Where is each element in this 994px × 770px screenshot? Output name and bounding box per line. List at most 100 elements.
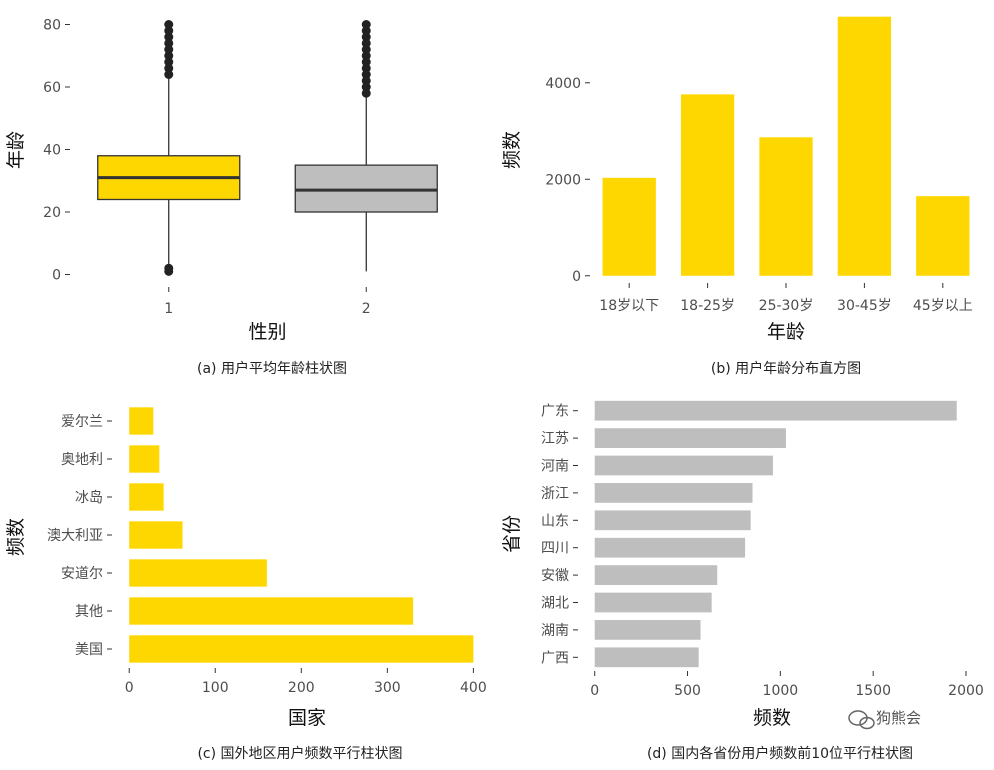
d-bar <box>594 483 753 503</box>
d-yaxis-label: 省份 <box>501 515 523 553</box>
d-category-label: 广西 <box>541 650 569 666</box>
d-xtick-label: 2000 <box>948 683 984 699</box>
b-xtick-label: 30-45岁 <box>837 298 892 314</box>
a-outlier-point <box>164 63 174 73</box>
a-ytick-label: 40 <box>43 143 61 159</box>
c-bar <box>129 597 414 625</box>
b-bar <box>837 16 892 276</box>
d-bar <box>594 400 957 421</box>
c-category-label: 爱尔兰 <box>61 414 103 430</box>
c-bar <box>129 483 164 511</box>
b-xtick-label: 18-25岁 <box>680 298 735 314</box>
d-xtick-label: 1000 <box>763 683 799 699</box>
b-xtick-label: 45岁以上 <box>913 298 973 314</box>
a-outlier-point <box>164 32 174 42</box>
a-outlier-point <box>361 82 371 92</box>
a-ytick-label: 80 <box>43 18 61 34</box>
d-category-label: 湖北 <box>541 596 569 612</box>
d-category-label: 江苏 <box>541 431 569 447</box>
c-category-label: 其他 <box>75 604 103 620</box>
a-outlier-point <box>361 45 371 54</box>
d-bar <box>594 510 751 531</box>
d-category-label: 广东 <box>541 404 569 420</box>
c-bar <box>129 559 267 587</box>
a-outlier-point <box>361 38 371 48</box>
d-category-label: 四川 <box>541 541 569 557</box>
b-bar <box>759 137 813 276</box>
c-xtick-label: 300 <box>374 680 401 696</box>
a-xaxis-label: 性别 <box>248 321 286 343</box>
a-outlier-point <box>164 263 174 273</box>
c-xtick-label: 0 <box>125 680 134 696</box>
a-ytick-label: 60 <box>43 80 61 96</box>
c-category-label: 安道尔 <box>61 566 103 582</box>
c-bar <box>129 635 474 663</box>
b-ytick-label: 2000 <box>545 172 581 188</box>
d-bar <box>594 647 699 668</box>
d-category-label: 安徽 <box>541 568 569 584</box>
a-outlier-point <box>361 26 371 36</box>
watermark-text: 狗熊会 <box>876 709 921 727</box>
a-ytick-label: 0 <box>52 268 61 284</box>
c-bar <box>129 521 183 549</box>
d-bar <box>594 455 773 476</box>
c-category-label: 澳大利亚 <box>47 528 103 544</box>
b-xtick-label: 18岁以下 <box>599 298 659 314</box>
b-ytick-label: 4000 <box>545 76 581 92</box>
d-category-label: 湖南 <box>541 623 569 639</box>
c-xtick-label: 400 <box>460 680 487 696</box>
a-outlier-point <box>361 63 371 73</box>
d-category-label: 河南 <box>541 459 569 475</box>
d-xtick-label: 1500 <box>855 683 891 699</box>
d-bar <box>594 592 712 613</box>
a-outlier-point <box>361 70 371 79</box>
panel-a-boxplot: 0 20 40 60 80 1 2 性别 年龄 <box>5 18 438 343</box>
d-bar <box>594 537 746 558</box>
caption-b: (b) 用户年龄分布直方图 <box>711 360 861 377</box>
d-category-label: 山东 <box>541 513 569 529</box>
caption-a: (a) 用户平均年龄柱状图 <box>197 360 347 377</box>
c-xaxis-label: 国家 <box>288 707 326 729</box>
d-xtick-label: 500 <box>674 683 701 699</box>
a-outlier-point <box>361 76 371 86</box>
c-xtick-label: 200 <box>288 680 315 696</box>
a-ytick-label: 20 <box>43 205 61 221</box>
a-outlier-point <box>164 20 174 29</box>
d-bar <box>594 428 786 448</box>
a-outlier-point <box>164 57 174 67</box>
c-category-label: 奥地利 <box>61 451 103 468</box>
a-xtick-label: 1 <box>164 301 173 317</box>
caption-d: (d) 国内各省份用户频数前10位平行柱状图 <box>647 745 913 762</box>
watermark: 狗熊会 <box>848 709 921 730</box>
b-ytick-label: 0 <box>572 269 581 285</box>
b-bar <box>602 177 656 276</box>
a-outlier-point <box>164 38 174 48</box>
c-xtick-label: 100 <box>202 680 229 696</box>
c-bar <box>129 407 154 435</box>
a-box <box>294 164 438 213</box>
a-outlier-point <box>361 88 371 98</box>
a-outlier-point <box>361 32 371 42</box>
c-category-label: 美国 <box>75 642 103 658</box>
a-outlier-point <box>361 51 371 61</box>
c-bar <box>129 445 160 473</box>
b-bar <box>916 196 970 276</box>
b-xaxis-label: 年龄 <box>767 321 805 343</box>
b-bar <box>680 94 735 276</box>
c-category-label: 冰岛 <box>75 490 103 506</box>
b-xtick-label: 25-30岁 <box>759 298 814 314</box>
a-outlier-point <box>164 70 174 79</box>
d-xaxis-label: 频数 <box>753 707 791 729</box>
wechat-icon <box>848 710 875 730</box>
d-bar <box>594 565 718 585</box>
a-outlier-point <box>164 45 174 54</box>
a-outlier-point <box>361 57 371 67</box>
d-xtick-label: 0 <box>590 683 599 699</box>
a-outlier-point <box>164 51 174 61</box>
a-outlier-point <box>361 20 371 29</box>
d-category-label: 浙江 <box>541 486 569 502</box>
